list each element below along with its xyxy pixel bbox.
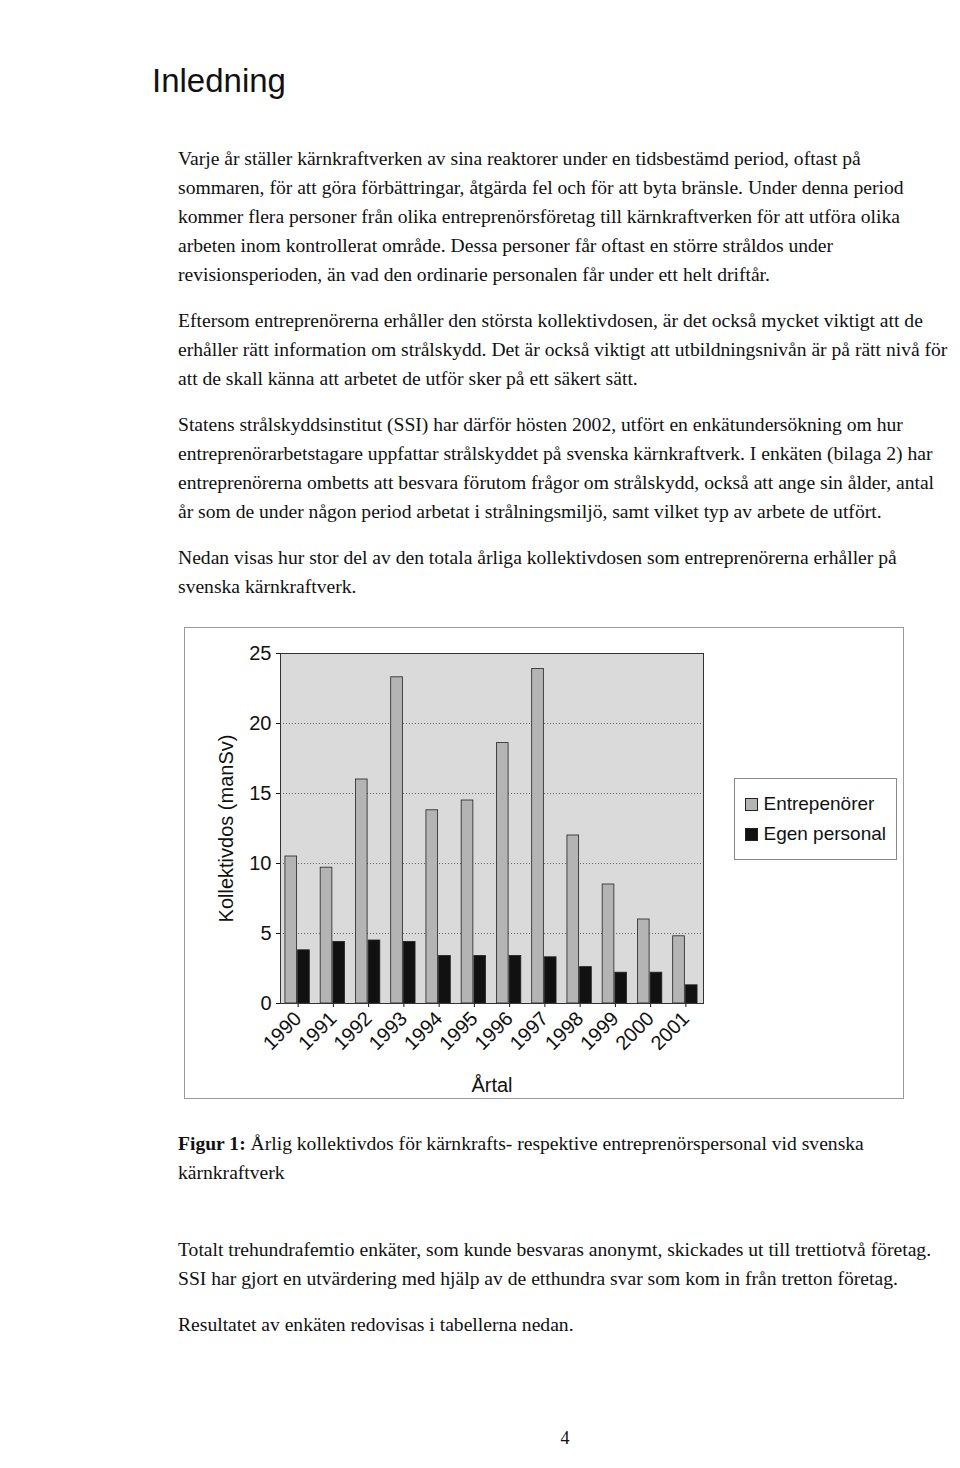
html-text:Varje år ställer kärnkraftverk: Varje år ställer kärnkraftverken av sina…	[178, 148, 904, 285]
svg-text:1994: 1994	[399, 1007, 446, 1054]
svg-text:20: 20	[249, 712, 271, 734]
svg-text:1991: 1991	[294, 1007, 341, 1054]
html-text:4: 4	[560, 1428, 570, 1448]
svg-text:1992: 1992	[329, 1007, 376, 1054]
svg-text:2001: 2001	[646, 1007, 693, 1054]
svg-text:5: 5	[260, 922, 271, 944]
html-text:Figur 1: Årlig kollektivdos fö: Figur 1: Årlig kollektivdos för kärnkraf…	[178, 1133, 864, 1183]
svg-text:1996: 1996	[470, 1007, 517, 1054]
html-text:Entrepenörer: Entrepenörer	[763, 793, 875, 814]
svg-text:1997: 1997	[505, 1007, 552, 1054]
html-text:Nedan visas hur stor del av de: Nedan visas hur stor del av den totala å…	[178, 547, 897, 597]
svg-text:1998: 1998	[540, 1007, 587, 1054]
svg-text:25: 25	[249, 642, 271, 664]
html-text:Statens strålskyddsinstitut (S: Statens strålskyddsinstitut (SSI) har dä…	[178, 414, 934, 522]
html-text:Egen personal: Egen personal	[763, 823, 886, 844]
svg-text:15: 15	[249, 782, 271, 804]
svg-text:1990: 1990	[258, 1007, 305, 1054]
svg-text:1995: 1995	[435, 1007, 482, 1054]
svg-text:0: 0	[260, 992, 271, 1014]
svg-text:Kollektivdos (manSv): Kollektivdos (manSv)	[215, 735, 237, 923]
svg-text:2000: 2000	[611, 1007, 658, 1054]
svg-text:10: 10	[249, 852, 271, 874]
svg-text:Årtal: Årtal	[471, 1074, 512, 1096]
html-text:Inledning: Inledning	[152, 62, 286, 99]
svg-text:1999: 1999	[576, 1007, 623, 1054]
html-text:Eftersom entreprenörerna erhål: Eftersom entreprenörerna erhåller den st…	[178, 310, 948, 389]
html-text:Totalt trehundrafemtio enkäter: Totalt trehundrafemtio enkäter, som kund…	[178, 1239, 932, 1289]
html-text:Resultatet av enkäten redovisa: Resultatet av enkäten redovisas i tabell…	[178, 1314, 574, 1335]
svg-text:1993: 1993	[364, 1007, 411, 1054]
